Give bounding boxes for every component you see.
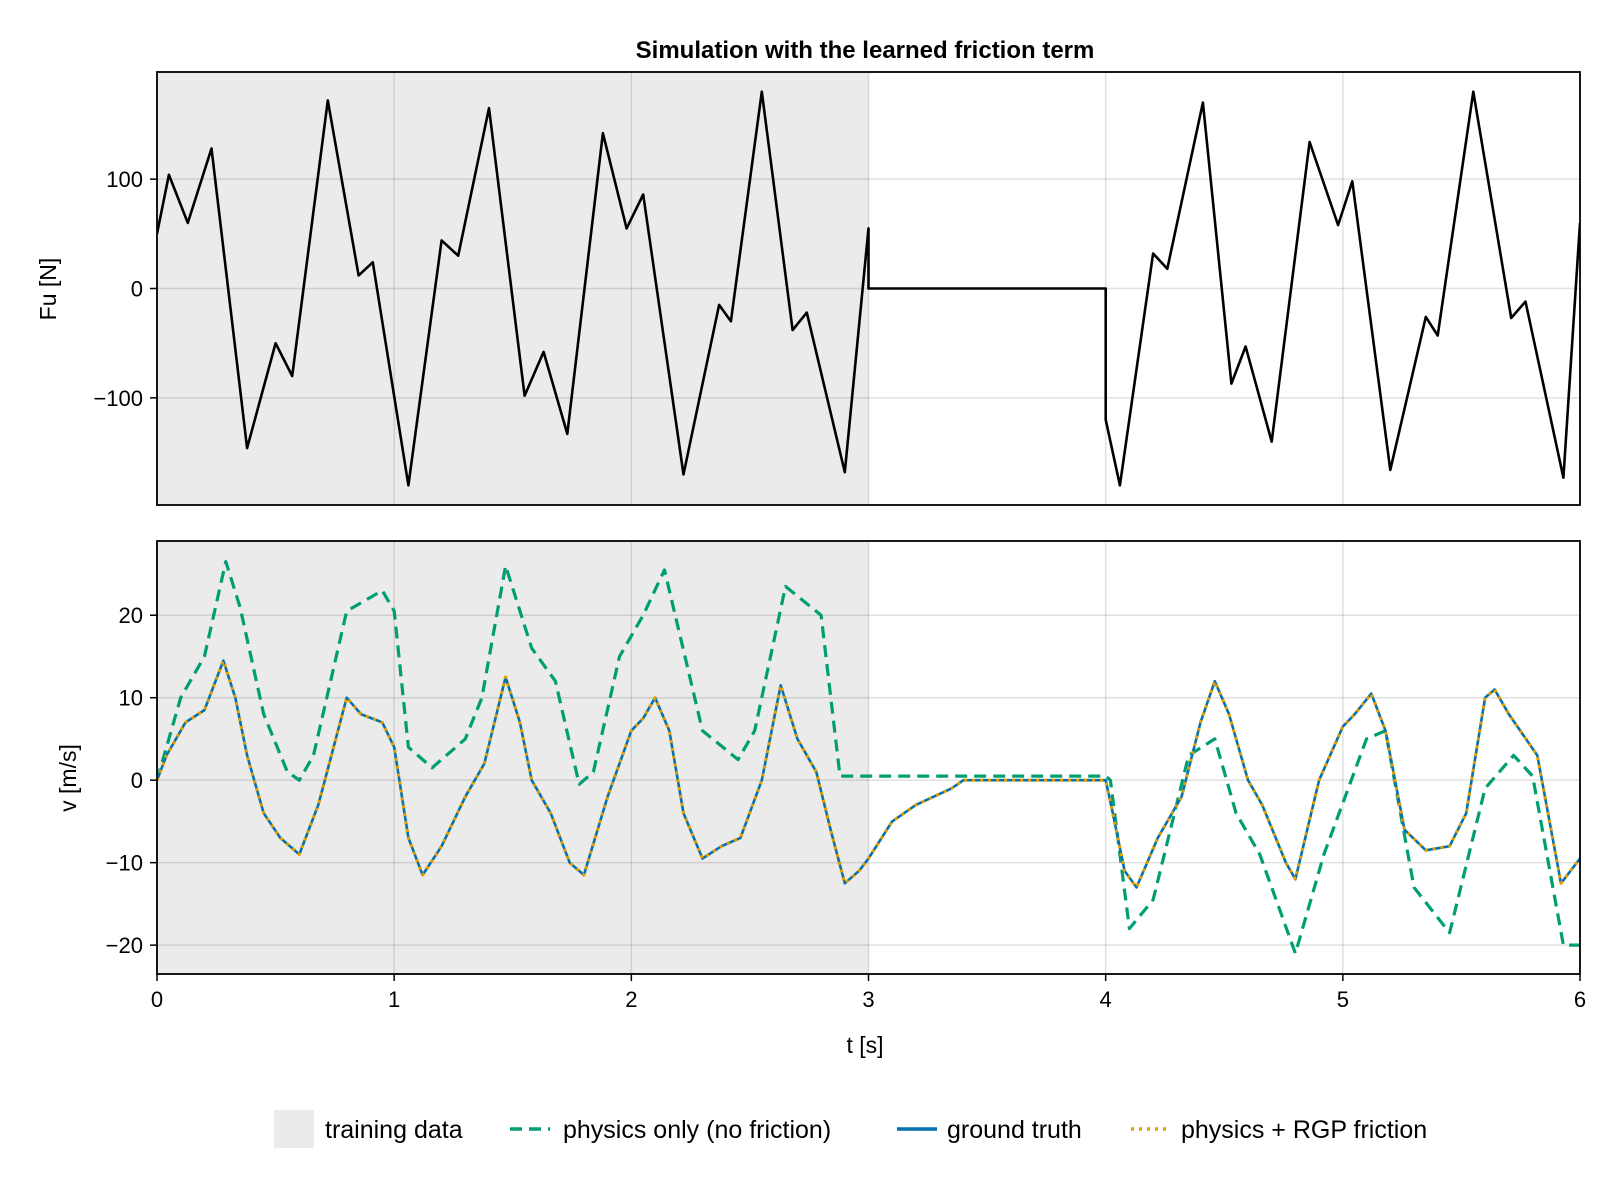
legend-swatch-training-data (274, 1110, 314, 1148)
velocity-ylabel: v [m/s] (55, 744, 81, 812)
y-tick-label: 20 (119, 603, 143, 628)
legend-label-ground-truth: ground truth (947, 1116, 1082, 1144)
x-tick-label: 0 (151, 987, 163, 1012)
training-region (157, 72, 869, 505)
force-panel: −100 0 100 (93, 71, 1581, 506)
y-tick-label: 0 (131, 277, 143, 302)
series-line-physics-rgp-friction (157, 659, 1580, 889)
y-tick-label: −100 (93, 386, 143, 411)
legend-label-rgp-friction: physics + RGP friction (1181, 1116, 1427, 1144)
legend-label-training-data: training data (325, 1116, 463, 1144)
force-ylabel: Fu [N] (35, 258, 61, 321)
training-region (157, 541, 869, 974)
legend: training data physics only (no friction)… (274, 1110, 1427, 1148)
x-tick-label: 4 (1100, 987, 1112, 1012)
chart-title: Simulation with the learned friction ter… (636, 37, 1095, 64)
x-tick-label: 6 (1574, 987, 1586, 1012)
y-tick-label: −20 (106, 933, 143, 958)
x-tick-label: 3 (862, 987, 874, 1012)
y-tick-label: 10 (119, 686, 143, 711)
series-line-physics-only-no-friction (157, 560, 1580, 955)
series-line-force-0 (157, 90, 1580, 487)
legend-label-physics-only: physics only (no friction) (563, 1116, 831, 1144)
y-tick-label: −10 (106, 851, 143, 876)
x-tick-label: 1 (388, 987, 400, 1012)
x-tick-label: 5 (1337, 987, 1349, 1012)
x-axis-label: t [s] (846, 1032, 883, 1058)
velocity-panel: −20 −10 0 10 20 0 1 2 3 4 5 6 (106, 540, 1586, 1012)
x-tick-label: 2 (625, 987, 637, 1012)
y-tick-label: 100 (106, 167, 143, 192)
y-tick-label: 0 (131, 768, 143, 793)
